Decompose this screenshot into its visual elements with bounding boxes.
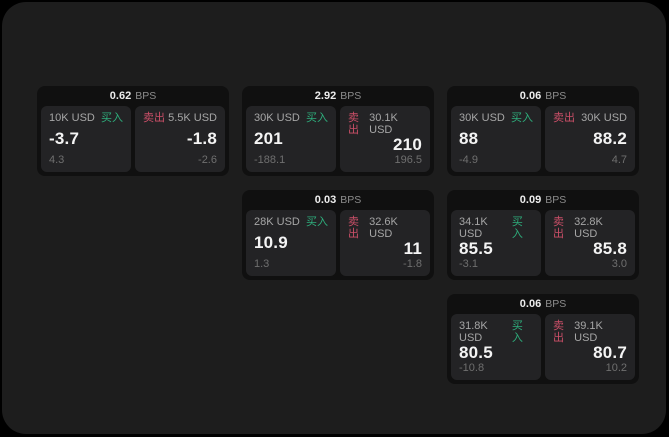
sell-label: 卖出: [553, 112, 575, 124]
spread-value: 0.06: [519, 298, 542, 310]
quote-card: 0.06 BPS 31.8K USD 买入 80.5 -10.8 卖: [447, 294, 639, 384]
sell-quote-cell[interactable]: 卖出 5.5K USD -1.8 -2.6: [135, 106, 225, 172]
sell-size: 5.5K USD: [168, 112, 217, 124]
buy-quote-cell[interactable]: 34.1K USD 买入 85.5 -3.1: [451, 210, 541, 276]
buy-quote-cell[interactable]: 30K USD 买入 201 -188.1: [246, 106, 336, 172]
quote-card: 0.06 BPS 30K USD 买入 88 -4.9 卖出: [447, 86, 639, 176]
spread-unit: BPS: [135, 90, 157, 102]
quote-card: 0.62 BPS 10K USD 买入 -3.7 4.3 卖出: [37, 86, 229, 176]
sell-change: 196.5: [394, 154, 422, 166]
buy-change: -188.1: [254, 154, 286, 166]
card-header: 0.06 BPS: [451, 86, 635, 106]
buy-change: -4.9: [459, 154, 478, 166]
spread-unit: BPS: [545, 298, 567, 310]
buy-size: 31.8K USD: [459, 320, 488, 344]
buy-quote-cell[interactable]: 31.8K USD 买入 80.5 -10.8: [451, 314, 541, 380]
spread-unit: BPS: [545, 90, 567, 102]
card-header: 0.03 BPS: [246, 190, 430, 210]
buy-price: 88: [459, 129, 479, 148]
buy-quote-cell[interactable]: 10K USD 买入 -3.7 4.3: [41, 106, 131, 172]
buy-label: 买入: [306, 216, 328, 228]
buy-label: 买入: [101, 112, 123, 124]
card-header: 0.62 BPS: [41, 86, 225, 106]
sell-change: -1.8: [403, 258, 422, 270]
card-header: 0.09 BPS: [451, 190, 635, 210]
buy-size: 10K USD: [49, 112, 95, 124]
card-body: 31.8K USD 买入 80.5 -10.8 卖出 39.1K USD 80.…: [451, 314, 635, 380]
buy-price: 85.5: [459, 239, 493, 258]
spread-value: 2.92: [314, 90, 337, 102]
buy-change: 4.3: [49, 154, 65, 166]
sell-quote-cell[interactable]: 卖出 32.6K USD 11 -1.8: [340, 210, 430, 276]
buy-label: 买入: [511, 216, 523, 240]
sell-size: 30K USD: [581, 112, 627, 124]
buy-price: 10.9: [254, 233, 288, 252]
card-body: 30K USD 买入 88 -4.9 卖出 30K USD 88.2 4.7: [451, 106, 635, 172]
sell-price: 88.2: [593, 129, 627, 148]
quote-card: 2.92 BPS 30K USD 买入 201 -188.1 卖出: [242, 86, 434, 176]
sell-size: 32.8K USD: [574, 216, 603, 240]
buy-change: -3.1: [459, 258, 478, 270]
sell-quote-cell[interactable]: 卖出 30.1K USD 210 196.5: [340, 106, 430, 172]
sell-change: -2.6: [198, 154, 217, 166]
sell-size: 39.1K USD: [574, 320, 603, 344]
sell-label: 卖出: [553, 216, 564, 240]
sell-change: 10.2: [605, 362, 627, 374]
sell-price: 210: [393, 135, 422, 154]
spread-unit: BPS: [340, 194, 362, 206]
buy-quote-cell[interactable]: 28K USD 买入 10.9 1.3: [246, 210, 336, 276]
sell-price: 11: [403, 239, 422, 258]
buy-size: 34.1K USD: [459, 216, 488, 240]
sell-quote-cell[interactable]: 卖出 32.8K USD 85.8 3.0: [545, 210, 635, 276]
quote-card-grid: 0.62 BPS 10K USD 买入 -3.7 4.3 卖出: [37, 86, 639, 384]
spread-unit: BPS: [545, 194, 567, 206]
spread-value: 0.03: [314, 194, 337, 206]
sell-label: 卖出: [553, 320, 564, 344]
quote-card: 0.03 BPS 28K USD 买入 10.9 1.3 卖出: [242, 190, 434, 280]
buy-price: -3.7: [49, 129, 80, 148]
quote-card: 0.09 BPS 34.1K USD 买入 85.5 -3.1 卖出: [447, 190, 639, 280]
buy-change: -10.8: [459, 362, 485, 374]
buy-change: 1.3: [254, 258, 270, 270]
sell-quote-cell[interactable]: 卖出 39.1K USD 80.7 10.2: [545, 314, 635, 380]
buy-price: 201: [254, 129, 283, 148]
sell-change: 4.7: [611, 154, 627, 166]
buy-size: 28K USD: [254, 216, 300, 228]
sell-price: 85.8: [593, 239, 627, 258]
sell-price: 80.7: [593, 343, 627, 362]
buy-quote-cell[interactable]: 30K USD 买入 88 -4.9: [451, 106, 541, 172]
spread-value: 0.09: [519, 194, 542, 206]
spread-unit: BPS: [340, 90, 362, 102]
card-header: 0.06 BPS: [451, 294, 635, 314]
sell-label: 卖出: [348, 216, 359, 240]
buy-label: 买入: [306, 112, 328, 124]
sell-size: 32.6K USD: [369, 216, 398, 240]
card-body: 10K USD 买入 -3.7 4.3 卖出 5.5K USD -1.8 -2.…: [41, 106, 225, 172]
sell-size: 30.1K USD: [369, 112, 398, 136]
sell-label: 卖出: [348, 112, 359, 136]
buy-size: 30K USD: [254, 112, 300, 124]
spread-value: 0.62: [109, 90, 132, 102]
card-body: 30K USD 买入 201 -188.1 卖出 30.1K USD 210 1…: [246, 106, 430, 172]
card-body: 34.1K USD 买入 85.5 -3.1 卖出 32.8K USD 85.8…: [451, 210, 635, 276]
card-body: 28K USD 买入 10.9 1.3 卖出 32.6K USD 11 -1.8: [246, 210, 430, 276]
sell-price: -1.8: [186, 129, 217, 148]
sell-change: 3.0: [611, 258, 627, 270]
buy-label: 买入: [511, 320, 523, 344]
buy-size: 30K USD: [459, 112, 505, 124]
spread-value: 0.06: [519, 90, 542, 102]
sell-label: 卖出: [143, 112, 165, 124]
buy-label: 买入: [511, 112, 533, 124]
buy-price: 80.5: [459, 343, 493, 362]
card-header: 2.92 BPS: [246, 86, 430, 106]
sell-quote-cell[interactable]: 卖出 30K USD 88.2 4.7: [545, 106, 635, 172]
